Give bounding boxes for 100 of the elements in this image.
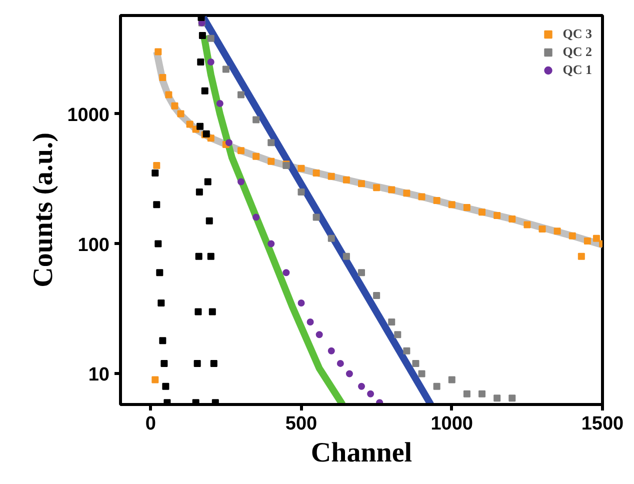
y-tick-label: 1000 (67, 104, 110, 126)
point (568, 232, 576, 240)
x-tick-label: 1000 (430, 414, 474, 434)
point (342, 252, 350, 260)
y-axis-title: Counts (a.u.) (28, 132, 60, 288)
legend-label: QC 3 (562, 25, 592, 43)
point (388, 318, 396, 326)
point (268, 139, 275, 146)
point (336, 360, 344, 367)
point (225, 139, 232, 146)
x-tick-label: 500 (285, 414, 318, 434)
point (216, 100, 224, 107)
point (198, 32, 206, 39)
point (448, 201, 456, 208)
point (403, 190, 410, 197)
point (238, 147, 244, 154)
point (207, 58, 214, 66)
point (196, 122, 204, 130)
point (328, 347, 335, 354)
point (207, 252, 214, 260)
point (367, 390, 374, 398)
point (194, 308, 202, 316)
point (162, 382, 170, 390)
legend-label: QC 1 (562, 61, 592, 79)
point (201, 87, 208, 94)
point (197, 58, 204, 66)
point (207, 34, 214, 42)
point (268, 158, 275, 165)
x-tick-label: 1500 (581, 414, 624, 434)
point (152, 170, 159, 177)
point (373, 292, 380, 299)
point (154, 48, 162, 56)
point (198, 16, 205, 22)
point (252, 214, 260, 221)
point (159, 74, 166, 82)
point (478, 390, 486, 398)
point (204, 178, 212, 186)
point (418, 193, 426, 200)
point (494, 394, 501, 402)
point (298, 300, 305, 307)
point (158, 300, 165, 307)
point (373, 184, 380, 192)
point (252, 116, 260, 124)
point (508, 216, 516, 223)
point (584, 238, 591, 244)
point (177, 110, 184, 118)
point (152, 376, 159, 384)
point (160, 360, 168, 367)
point (508, 394, 516, 402)
point (358, 382, 365, 390)
point (346, 370, 353, 378)
point (194, 360, 201, 367)
point (328, 234, 335, 242)
point (171, 102, 178, 110)
point (433, 197, 440, 204)
point (268, 240, 275, 248)
point (159, 337, 166, 344)
y-tick-label: 100 (78, 234, 110, 256)
point (388, 186, 396, 194)
point (210, 360, 218, 367)
point (195, 252, 202, 260)
point (298, 164, 305, 172)
point (418, 370, 426, 378)
x-axis-title: Channel (310, 438, 412, 468)
point (358, 269, 365, 276)
point (306, 318, 314, 326)
point (358, 180, 365, 188)
point (153, 162, 160, 169)
point (312, 170, 320, 177)
legend-label: QC 2 (562, 43, 592, 61)
point (316, 331, 323, 338)
point (282, 269, 290, 276)
point (494, 212, 501, 219)
point (154, 240, 162, 248)
point (252, 152, 260, 160)
point (403, 347, 410, 354)
point (165, 91, 172, 98)
point (592, 234, 600, 242)
point (448, 376, 456, 384)
point (238, 178, 244, 186)
point (186, 120, 194, 128)
x-tick-label: 0 (145, 414, 156, 434)
point (463, 204, 470, 212)
point (578, 252, 585, 260)
point (328, 172, 335, 180)
point (433, 382, 440, 390)
point (238, 91, 244, 98)
point (156, 269, 164, 276)
y-tick-label: 10 (88, 364, 110, 386)
point (153, 201, 160, 208)
point (298, 188, 305, 196)
point (554, 228, 561, 235)
point (342, 176, 350, 184)
point (206, 217, 213, 224)
point (524, 221, 531, 228)
point (312, 214, 320, 221)
point (222, 66, 230, 73)
point (538, 225, 546, 232)
point (196, 188, 203, 196)
point (394, 331, 402, 338)
